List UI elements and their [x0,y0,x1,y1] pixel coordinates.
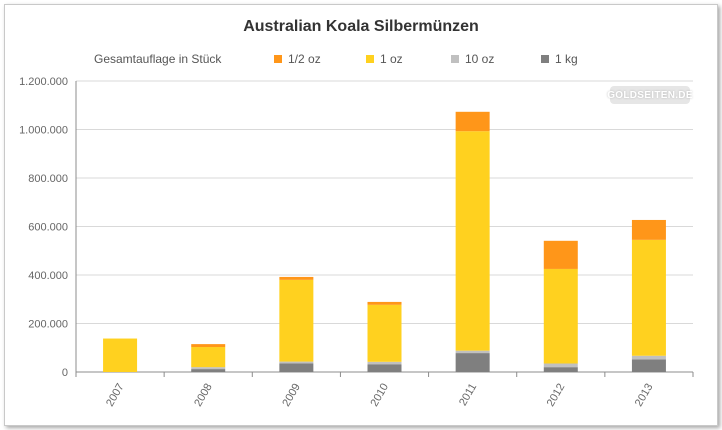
bar-2011-10-oz [455,350,490,354]
bar-2008-10-oz [191,367,226,370]
bar-2011-1-2-oz [455,111,490,132]
y-tick-label-4: 800.000 [28,173,68,185]
bar-2010-10-oz [367,361,402,365]
y-tick-label-6: 1.200.000 [19,76,68,88]
bar-2010-1-kg [367,364,402,372]
x-tick-label-2013: 2013 [633,382,656,409]
bar-2009-1-2-oz [279,276,314,280]
legend-item-half-oz: 1/2 oz [274,52,321,66]
x-tick-label-2010: 2010 [368,382,391,409]
bar-2012-1-kg [543,367,578,372]
y-tick-label-3: 600.000 [28,222,68,234]
bar-2009-10-oz [279,361,314,364]
x-tick-label-2009: 2009 [280,382,303,409]
bar-2012-10-oz [543,363,578,368]
bar-2008-1-kg [191,369,226,372]
y-tick-label-1: 200.000 [28,319,68,331]
watermark-logo: GOLDSEITEN.DE [607,86,692,104]
bar-2013-10-oz [631,355,666,360]
legend-label-1-kg: 1 kg [555,52,578,66]
legend-label-half-oz: 1/2 oz [288,52,321,66]
bar-2010-1-oz [367,304,402,362]
bar-2008-1-2-oz [191,344,226,348]
legend-item-1-oz: 1 oz [366,52,403,66]
bar-2011-1-kg [455,353,490,372]
legend-label-10-oz: 10 oz [465,52,495,66]
y-tick-label-5: 1.000.000 [19,125,68,137]
x-tick-label-2011: 2011 [457,382,479,408]
y-tick-label-2: 400.000 [28,270,68,282]
bar-2009-1-kg [279,363,314,372]
x-tick-label-2007: 2007 [104,382,127,409]
legend-swatch-half-oz [274,55,282,63]
legend-swatch-1-kg [541,55,549,63]
bar-2010-1-2-oz [367,301,402,305]
bar-2013-1-2-oz [631,219,666,240]
legend-item-1-kg: 1 kg [541,52,578,66]
bar-2008-1-oz [191,347,226,368]
legend-caption: Gesamtauflage in Stück [94,52,222,66]
legend-swatch-1-oz [366,55,374,63]
legend-label-1-oz: 1 oz [380,52,403,66]
bar-2007-1-oz [103,338,138,372]
bar-2009-1-oz [279,279,314,362]
legend-swatch-10-oz [451,55,459,63]
bar-2013-1-oz [631,239,666,356]
bar-2011-1-oz [455,131,490,351]
bar-2012-1-oz [543,268,578,364]
legend-item-10-oz: 10 oz [451,52,494,66]
x-tick-label-2012: 2012 [545,382,568,409]
y-tick-label-0: 0 [62,367,68,379]
x-tick-label-2008: 2008 [192,382,215,409]
bar-2012-1-2-oz [543,240,578,269]
chart-title: Australian Koala Silbermünzen [243,18,479,35]
bar-2013-1-kg [631,359,666,372]
